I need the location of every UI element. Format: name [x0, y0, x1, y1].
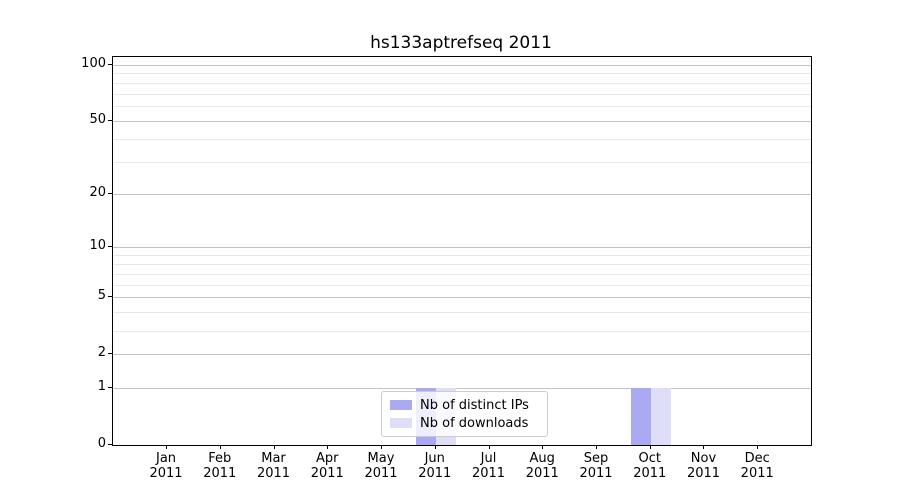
x-tick-label: Apr 2011 — [310, 451, 344, 481]
y-gridline-minor — [113, 312, 811, 314]
y-gridline-major — [113, 247, 811, 249]
y-tick-label: 5 — [97, 288, 106, 304]
y-gridline-minor — [113, 82, 811, 84]
x-tick-mark — [703, 445, 705, 449]
legend-label-distinct-ips: Nb of distinct IPs — [420, 397, 529, 413]
x-tick-label: Nov 2011 — [686, 451, 721, 481]
x-tick-mark — [381, 445, 382, 449]
x-tick-label: Oct 2011 — [633, 451, 667, 481]
y-tick-label: 2 — [97, 345, 106, 361]
y-tick-mark — [108, 296, 112, 298]
x-tick-mark — [166, 445, 168, 449]
y-tick-mark — [108, 386, 112, 388]
y-gridline-major — [113, 121, 811, 123]
legend-item-distinct-ips: Nb of distinct IPs — [390, 398, 547, 413]
y-gridline-major — [113, 297, 811, 299]
legend-item-downloads: Nb of downloads — [390, 416, 547, 431]
y-tick-label: 20 — [89, 185, 106, 201]
x-tick-mark — [219, 445, 221, 449]
x-tick-mark — [327, 445, 329, 449]
legend: Nb of distinct IPs Nb of downloads — [381, 391, 548, 437]
y-gridline-major — [113, 64, 811, 66]
y-gridline-minor — [113, 73, 811, 75]
x-tick-label: Feb 2011 — [203, 451, 237, 481]
y-gridline-minor — [113, 106, 811, 108]
legend-swatch-downloads — [390, 418, 412, 428]
x-tick-mark — [542, 445, 544, 449]
y-tick-mark — [108, 193, 112, 195]
y-gridline-minor — [113, 93, 811, 95]
y-tick-mark — [108, 353, 112, 355]
x-tick-mark — [595, 445, 597, 449]
y-gridline-major — [113, 194, 811, 196]
bar-downloads — [650, 387, 671, 445]
y-gridline-minor — [113, 255, 811, 257]
y-gridline-major — [113, 354, 811, 356]
y-tick-mark — [108, 120, 112, 122]
y-gridline-minor — [113, 162, 811, 164]
y-gridline-minor — [113, 273, 811, 275]
x-tick-mark — [434, 445, 436, 449]
y-tick-mark — [108, 246, 112, 248]
x-tick-label: Dec 2011 — [740, 451, 774, 481]
chart-title: hs133aptrefseq 2011 — [370, 33, 552, 53]
bar-distinct-ips — [630, 387, 651, 445]
x-tick-label: Jul 2011 — [471, 451, 506, 481]
x-tick-label: May 2011 — [364, 451, 398, 481]
y-tick-mark — [108, 63, 112, 65]
x-tick-label: Jun 2011 — [418, 451, 452, 481]
y-tick-label: 1 — [97, 378, 106, 394]
y-gridline-minor — [113, 263, 811, 265]
y-gridline-major — [113, 387, 811, 389]
x-tick-mark — [757, 445, 759, 449]
x-tick-mark — [273, 445, 275, 449]
legend-swatch-distinct-ips — [390, 400, 412, 410]
x-tick-mark — [488, 445, 490, 449]
y-tick-label: 100 — [81, 55, 106, 71]
plot-area — [112, 56, 812, 446]
legend-label-downloads: Nb of downloads — [420, 415, 529, 431]
x-tick-label: Jan 2011 — [149, 451, 183, 481]
y-tick-label: 0 — [97, 436, 106, 451]
x-tick-label: Aug 2011 — [525, 451, 559, 481]
x-tick-label: Sep 2011 — [579, 451, 613, 481]
y-gridline-minor — [113, 139, 811, 141]
y-gridline-minor — [113, 284, 811, 286]
y-tick-mark — [108, 444, 112, 445]
x-tick-mark — [649, 445, 651, 449]
y-tick-label: 50 — [89, 112, 106, 128]
y-gridline-minor — [113, 330, 811, 332]
y-tick-label: 10 — [89, 238, 106, 254]
x-tick-label: Mar 2011 — [256, 451, 291, 481]
